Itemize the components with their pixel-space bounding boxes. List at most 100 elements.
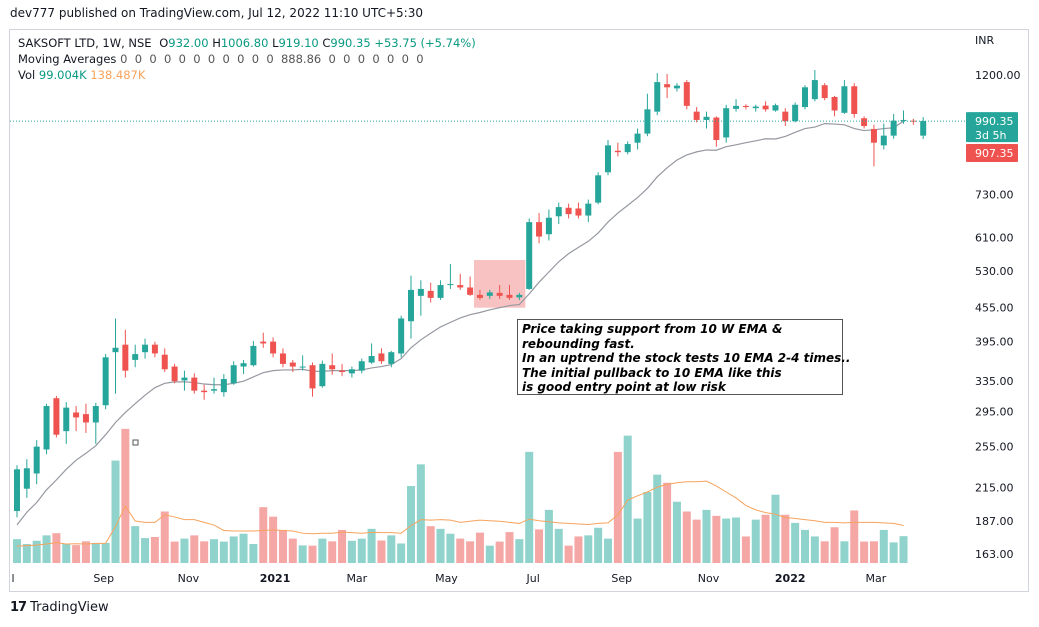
volume-bar	[456, 538, 465, 563]
candle-body	[398, 318, 405, 354]
candle	[14, 465, 20, 518]
candle-body	[526, 222, 533, 289]
candle	[713, 116, 720, 147]
volume-bar	[111, 460, 120, 563]
candle-body	[841, 86, 848, 113]
candle	[467, 276, 474, 296]
ohlc-high: 1006.80	[220, 36, 269, 50]
candle	[457, 273, 464, 290]
x-tick-label: Nov	[698, 572, 720, 585]
volume-bar	[751, 519, 760, 563]
volume-bar	[387, 535, 396, 563]
candle-body	[132, 354, 139, 360]
candle-body	[664, 84, 671, 88]
legend-ma-row: Moving Averages 0 0 0 0 0 0 0 0 0 0 0 88…	[18, 51, 476, 67]
candle	[230, 361, 237, 385]
candle	[348, 366, 355, 378]
volume-bar	[633, 518, 642, 563]
candle-body	[63, 407, 70, 432]
candle	[752, 104, 759, 112]
candle-body	[831, 96, 838, 111]
brand-name[interactable]: TradingView	[30, 600, 109, 615]
candle	[201, 384, 208, 400]
annotation-line-2: rebounding fast.	[522, 336, 635, 351]
candle	[614, 142, 621, 157]
annotation-line-4: The initial pullback to 10 EMA like this	[522, 365, 782, 380]
vol-indicator-label[interactable]: Vol	[18, 68, 36, 82]
candle-body	[447, 284, 454, 286]
symbol-info[interactable]: SAKSOFT LTD, 1W, NSE	[18, 36, 152, 50]
candle-body	[733, 105, 740, 109]
candle	[151, 341, 158, 358]
candle-body	[230, 365, 237, 384]
candle	[841, 80, 848, 114]
candle	[260, 332, 267, 348]
candle-body	[467, 287, 474, 295]
volume-bar	[338, 529, 347, 563]
volume-bar	[544, 509, 553, 563]
candle-body	[595, 175, 602, 203]
volume-bar	[298, 545, 307, 563]
volume-bar	[131, 526, 140, 563]
candle-body	[339, 370, 346, 373]
candle	[762, 101, 769, 112]
candle	[211, 377, 217, 394]
candle-body	[33, 446, 40, 474]
volume-bar	[52, 533, 61, 563]
candle	[319, 360, 326, 388]
price-chart[interactable]: 1200.00 730.00 610.00 530.00 455.00 395.00 335…	[0, 0, 1039, 600]
candle-body	[378, 353, 385, 362]
candle-body	[742, 105, 749, 108]
ohlc-close-label: C	[322, 36, 331, 50]
candle	[861, 116, 868, 129]
candle-body	[279, 353, 286, 364]
chart-frame	[9, 29, 1029, 592]
volume-bar	[505, 532, 514, 563]
candle	[73, 406, 80, 432]
candle-body	[821, 85, 828, 99]
time-axis: l Sep Nov 2021 Mar May Jul Sep Nov 2022 Mar	[12, 572, 887, 585]
candle	[447, 263, 454, 289]
candle-body	[73, 412, 80, 418]
candle	[673, 83, 680, 92]
candle-body	[762, 105, 769, 110]
volume-bar	[840, 541, 849, 563]
volume-bar	[328, 541, 337, 563]
candle	[33, 440, 40, 485]
candle	[220, 374, 227, 397]
ma-indicator-label[interactable]: Moving Averages	[18, 52, 117, 66]
candle	[142, 338, 149, 359]
volume-bar	[407, 486, 415, 563]
candle	[831, 95, 838, 117]
candle-body	[723, 108, 730, 138]
volume-bar	[249, 544, 258, 563]
candle	[427, 282, 434, 303]
candle	[664, 74, 671, 99]
volume-ma-line	[16, 480, 904, 547]
candle-body	[624, 144, 631, 153]
volume-bar	[830, 527, 839, 563]
volume-bar	[741, 536, 750, 563]
candle-body	[811, 80, 818, 100]
candle	[683, 80, 690, 110]
candle-body	[329, 365, 336, 370]
volume-ma-path	[16, 480, 904, 547]
candle	[634, 128, 641, 150]
volume-bar	[62, 544, 71, 563]
candle	[171, 363, 178, 384]
x-tick-label: May	[435, 572, 458, 585]
candle	[792, 102, 799, 123]
volume-bar	[190, 535, 199, 563]
candle	[723, 104, 730, 143]
candle	[299, 355, 306, 371]
candle	[388, 350, 395, 368]
candle	[742, 104, 749, 110]
candle-body	[220, 379, 227, 393]
x-tick-label: 2022	[775, 572, 806, 585]
volume-bar	[22, 544, 31, 563]
candle	[358, 358, 365, 374]
y-tick-label: 187.00	[975, 515, 1014, 528]
candle-body	[772, 105, 779, 111]
candle-body	[792, 104, 799, 122]
candle-body	[713, 117, 720, 141]
